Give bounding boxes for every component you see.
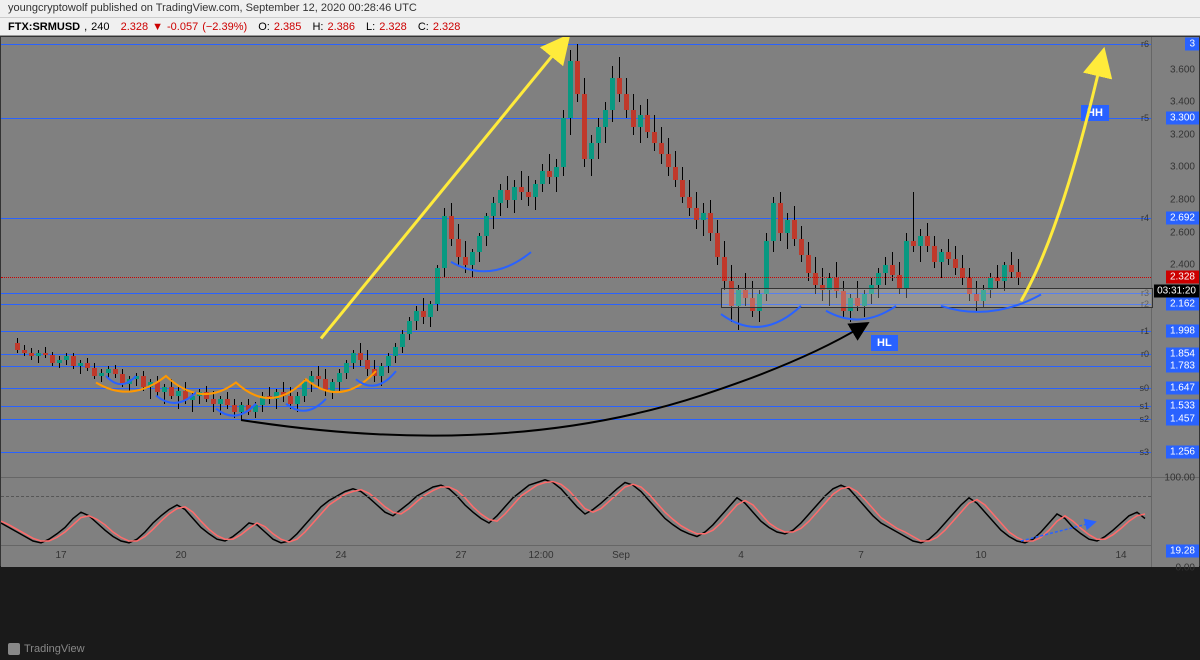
ohlc-h: 2.386 <box>327 21 355 33</box>
c-label: C: <box>418 21 429 33</box>
hl-annotation: HL <box>871 335 898 351</box>
last-price: 2.328 <box>121 21 149 33</box>
footer-text: TradingView <box>24 643 85 655</box>
indicator-axis: 100.000.0019.28 <box>1151 478 1199 567</box>
change: -0.057 <box>167 21 198 33</box>
l-label: L: <box>366 21 375 33</box>
footer: TradingView <box>0 638 1200 660</box>
arrows-overlay <box>1 37 1153 477</box>
tradingview-icon <box>8 643 20 655</box>
down-arrow-icon: ▼ <box>152 21 163 33</box>
timeframe: 240 <box>91 21 109 33</box>
support-zone <box>721 288 1153 308</box>
ohlc-l: 2.328 <box>379 21 407 33</box>
h-label: H: <box>312 21 323 33</box>
symbol: FTX:SRMUSD <box>8 21 80 33</box>
time-axis[interactable]: 1720242712:00Sep471014 <box>1 545 1151 565</box>
hh-annotation: HH <box>1081 105 1109 121</box>
price-axis[interactable]: 3.6003.4003.2003.0002.8002.6002.40033.30… <box>1151 37 1199 477</box>
ohlc-o: 2.385 <box>274 21 302 33</box>
current-price-line <box>1 277 1151 278</box>
ohlc-c: 2.328 <box>433 21 461 33</box>
publish-header: youngcryptowolf published on TradingView… <box>0 0 1200 18</box>
change-pct: (−2.39%) <box>202 21 247 33</box>
chart-area[interactable]: USD 3.6003.4003.2003.0002.8002.6002.4003… <box>0 36 1200 566</box>
header-text: youngcryptowolf published on TradingView… <box>8 2 417 14</box>
ticker-bar: FTX:SRMUSD, 240 2.328 ▼ -0.057 (−2.39%) … <box>0 18 1200 36</box>
main-chart[interactable]: USD 3.6003.4003.2003.0002.8002.6002.4003… <box>1 37 1199 477</box>
o-label: O: <box>258 21 270 33</box>
